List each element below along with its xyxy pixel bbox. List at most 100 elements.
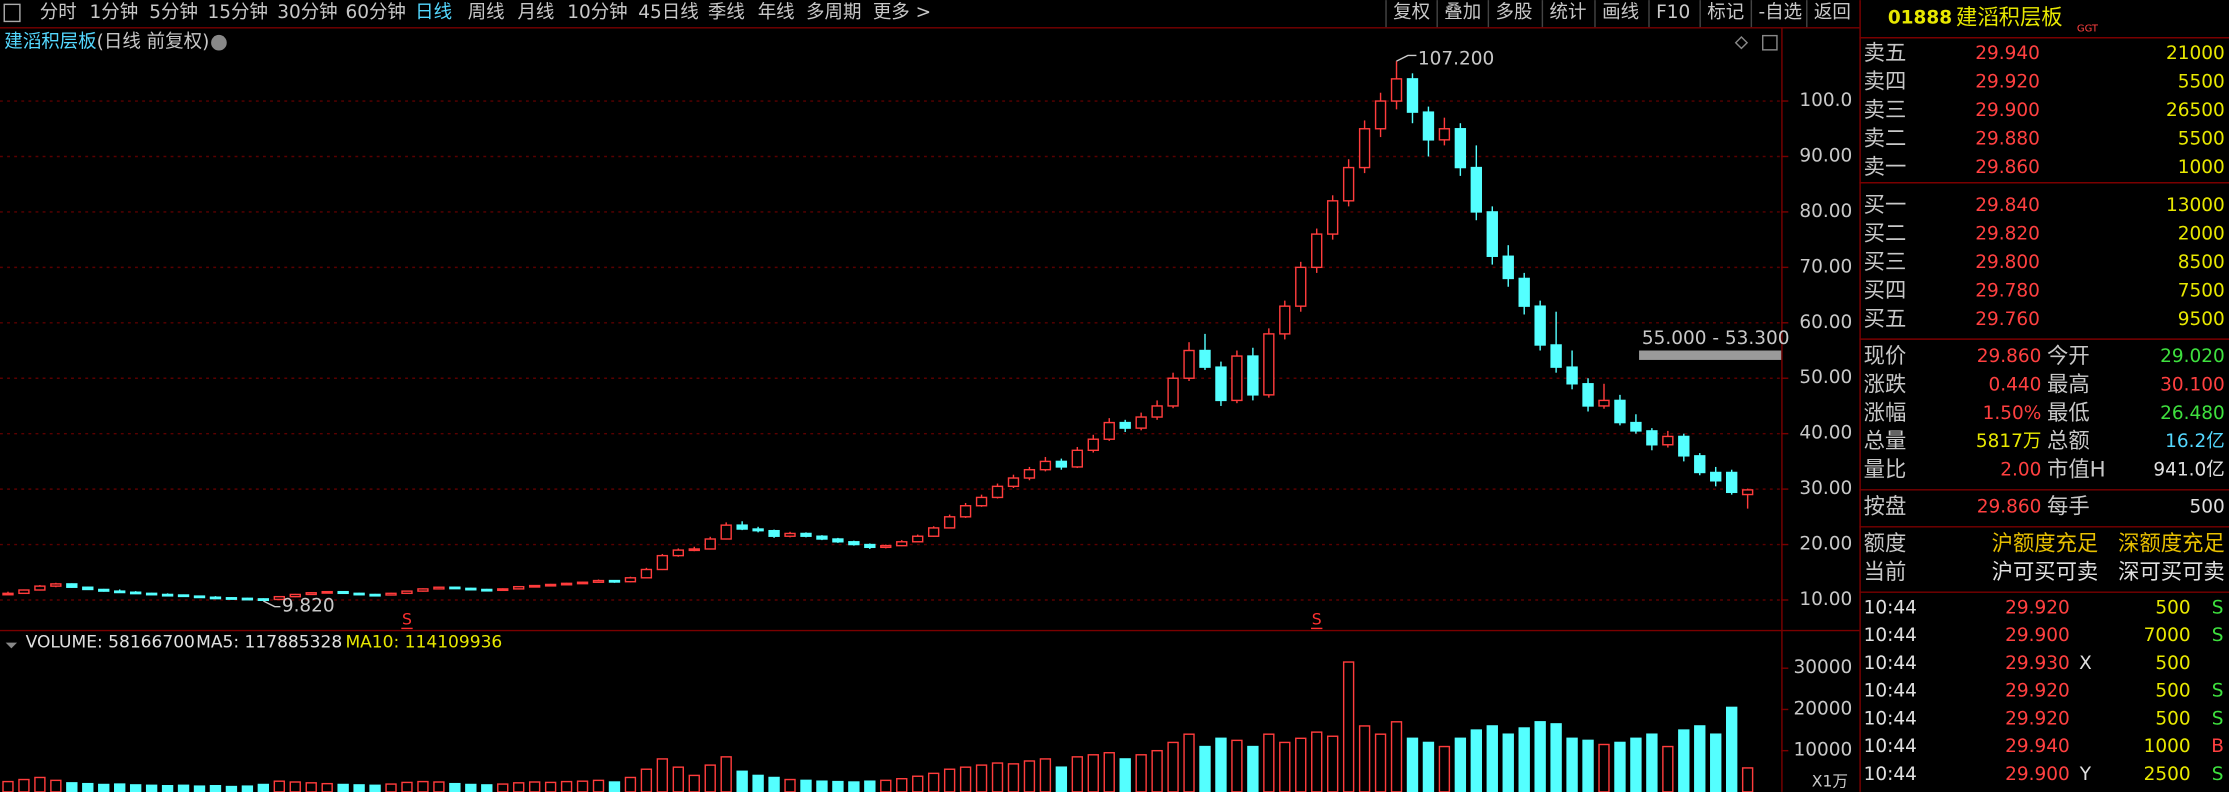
candle-body (592, 579, 605, 583)
volume-bar (1183, 733, 1195, 792)
settings-icon[interactable] (211, 34, 227, 51)
trade-price: 29.900 (2005, 764, 2070, 785)
toolbar-button[interactable]: F10 (1656, 2, 1690, 23)
stat-label: 市值H (2047, 458, 2106, 483)
toolbar-button[interactable]: 统计 (1549, 2, 1586, 23)
candle-body (1710, 471, 1722, 482)
toolbar-tab[interactable]: 分时 (40, 2, 77, 23)
volume-bar (752, 774, 764, 792)
book-price: 29.860 (1975, 157, 2040, 178)
volume-bar (50, 779, 62, 792)
candle-body (1390, 78, 1403, 102)
y-tick-label: 40.00 (1799, 423, 1852, 444)
candle-body (289, 593, 301, 598)
stat-value: 941.0亿 (2153, 460, 2224, 481)
toolbar-tab[interactable]: 日线 (415, 2, 452, 23)
toolbar-tab[interactable]: 月线 (517, 2, 554, 23)
toolbar-button[interactable]: 复权 (1393, 2, 1430, 23)
volume-bar (832, 780, 844, 792)
trade-volume: 500 (2155, 653, 2190, 674)
toolbar-tab[interactable]: 45日线 (638, 2, 698, 23)
volume-bar (209, 785, 222, 792)
candle-body (688, 548, 700, 552)
diamond-icon[interactable] (1734, 36, 1749, 50)
candle-body (417, 588, 429, 592)
trade-flag: Y (2079, 764, 2092, 785)
toolbar-tab[interactable]: 年线 (758, 2, 795, 23)
toolbar-button[interactable]: 叠加 (1444, 2, 1481, 23)
volume-bar (465, 783, 477, 792)
candle-body (1438, 128, 1451, 141)
toolbar-tab[interactable]: 多周期 (806, 2, 861, 23)
toolbar-tab[interactable]: 5分钟 (149, 2, 198, 23)
candle-body (1614, 399, 1626, 424)
stat-value: 29.860 (1977, 346, 2042, 367)
candle-body (1247, 355, 1259, 396)
candle-body (129, 591, 142, 595)
toolbar-tab[interactable]: 10分钟 (567, 2, 627, 23)
toolbar-tab[interactable]: 季线 (708, 2, 745, 23)
candle-body (816, 535, 828, 540)
volume-bar (1582, 739, 1594, 792)
toolbar-button[interactable]: -自选 (1758, 2, 1802, 23)
toolbar-tab[interactable]: 更多 > (873, 2, 931, 23)
volume-bar (912, 775, 924, 792)
candle-body (1151, 405, 1163, 418)
toolbar-button[interactable]: 画线 (1602, 2, 1639, 23)
volume-bar (896, 777, 908, 792)
toolbar-button[interactable]: 多股 (1495, 2, 1532, 23)
volume-bar (848, 781, 860, 792)
trade-price: 29.940 (2005, 736, 2070, 757)
candle-body (449, 586, 461, 590)
candle-body (465, 587, 477, 591)
toolbar-button[interactable]: 返回 (1814, 2, 1851, 23)
candle-body (1598, 399, 1610, 407)
board-value: 29.860 (1977, 497, 2042, 518)
volume-menu-icon[interactable] (5, 642, 18, 649)
stat-value: 16.2亿 (2165, 431, 2225, 452)
toolbar-tab[interactable]: 15分钟 (208, 2, 268, 23)
menu-icon[interactable] (3, 3, 21, 23)
toolbar-tab[interactable]: 1分钟 (90, 2, 139, 23)
volume-bar (1566, 737, 1578, 792)
volume-bar (1630, 737, 1642, 792)
candle-body (1406, 78, 1419, 113)
candle-body (640, 568, 653, 579)
volume-bar (1694, 725, 1706, 792)
volume-bar (1039, 758, 1052, 792)
candle-body (1263, 333, 1275, 396)
volume-bar (66, 782, 78, 792)
candle-body (1374, 100, 1387, 130)
book-volume: 21000 (2166, 43, 2225, 64)
candle-body (1039, 460, 1052, 471)
board-value: 500 (2189, 497, 2224, 518)
book-price: 29.780 (1975, 281, 2040, 302)
quota-sz: 深可买可卖 (2118, 560, 2225, 585)
volume-bar (736, 770, 748, 792)
volume-bar (1151, 749, 1163, 792)
toolbar-tab[interactable]: 周线 (468, 2, 505, 23)
volume-bar (608, 781, 621, 792)
trade-side: S (2212, 598, 2224, 619)
y-tick-label: 20.00 (1799, 534, 1852, 555)
toolbar-tab[interactable]: 30分钟 (277, 2, 337, 23)
candle-body (337, 590, 349, 595)
volume-bar (1231, 739, 1243, 792)
candle-body (1311, 233, 1323, 269)
candle-body (18, 589, 30, 595)
candle-body (481, 588, 493, 592)
toolbar-tab[interactable]: 60分钟 (345, 2, 405, 23)
volume-header: VOLUME: 58166700 (26, 633, 195, 653)
candle-body (1326, 200, 1339, 235)
window-icon[interactable] (1762, 34, 1778, 51)
toolbar-button[interactable]: 标记 (1707, 2, 1744, 23)
candle-body (1055, 460, 1068, 468)
volume-bar (800, 779, 812, 792)
quota-sh: 沪可买可卖 (1992, 560, 2099, 585)
low-marker (263, 600, 281, 608)
volume-bar (1358, 725, 1371, 792)
volume-bar (1295, 737, 1307, 792)
volume-bar (975, 764, 988, 792)
volume-unit: X1万 (1812, 771, 1848, 790)
quota-label: 当前 (1864, 560, 1907, 585)
